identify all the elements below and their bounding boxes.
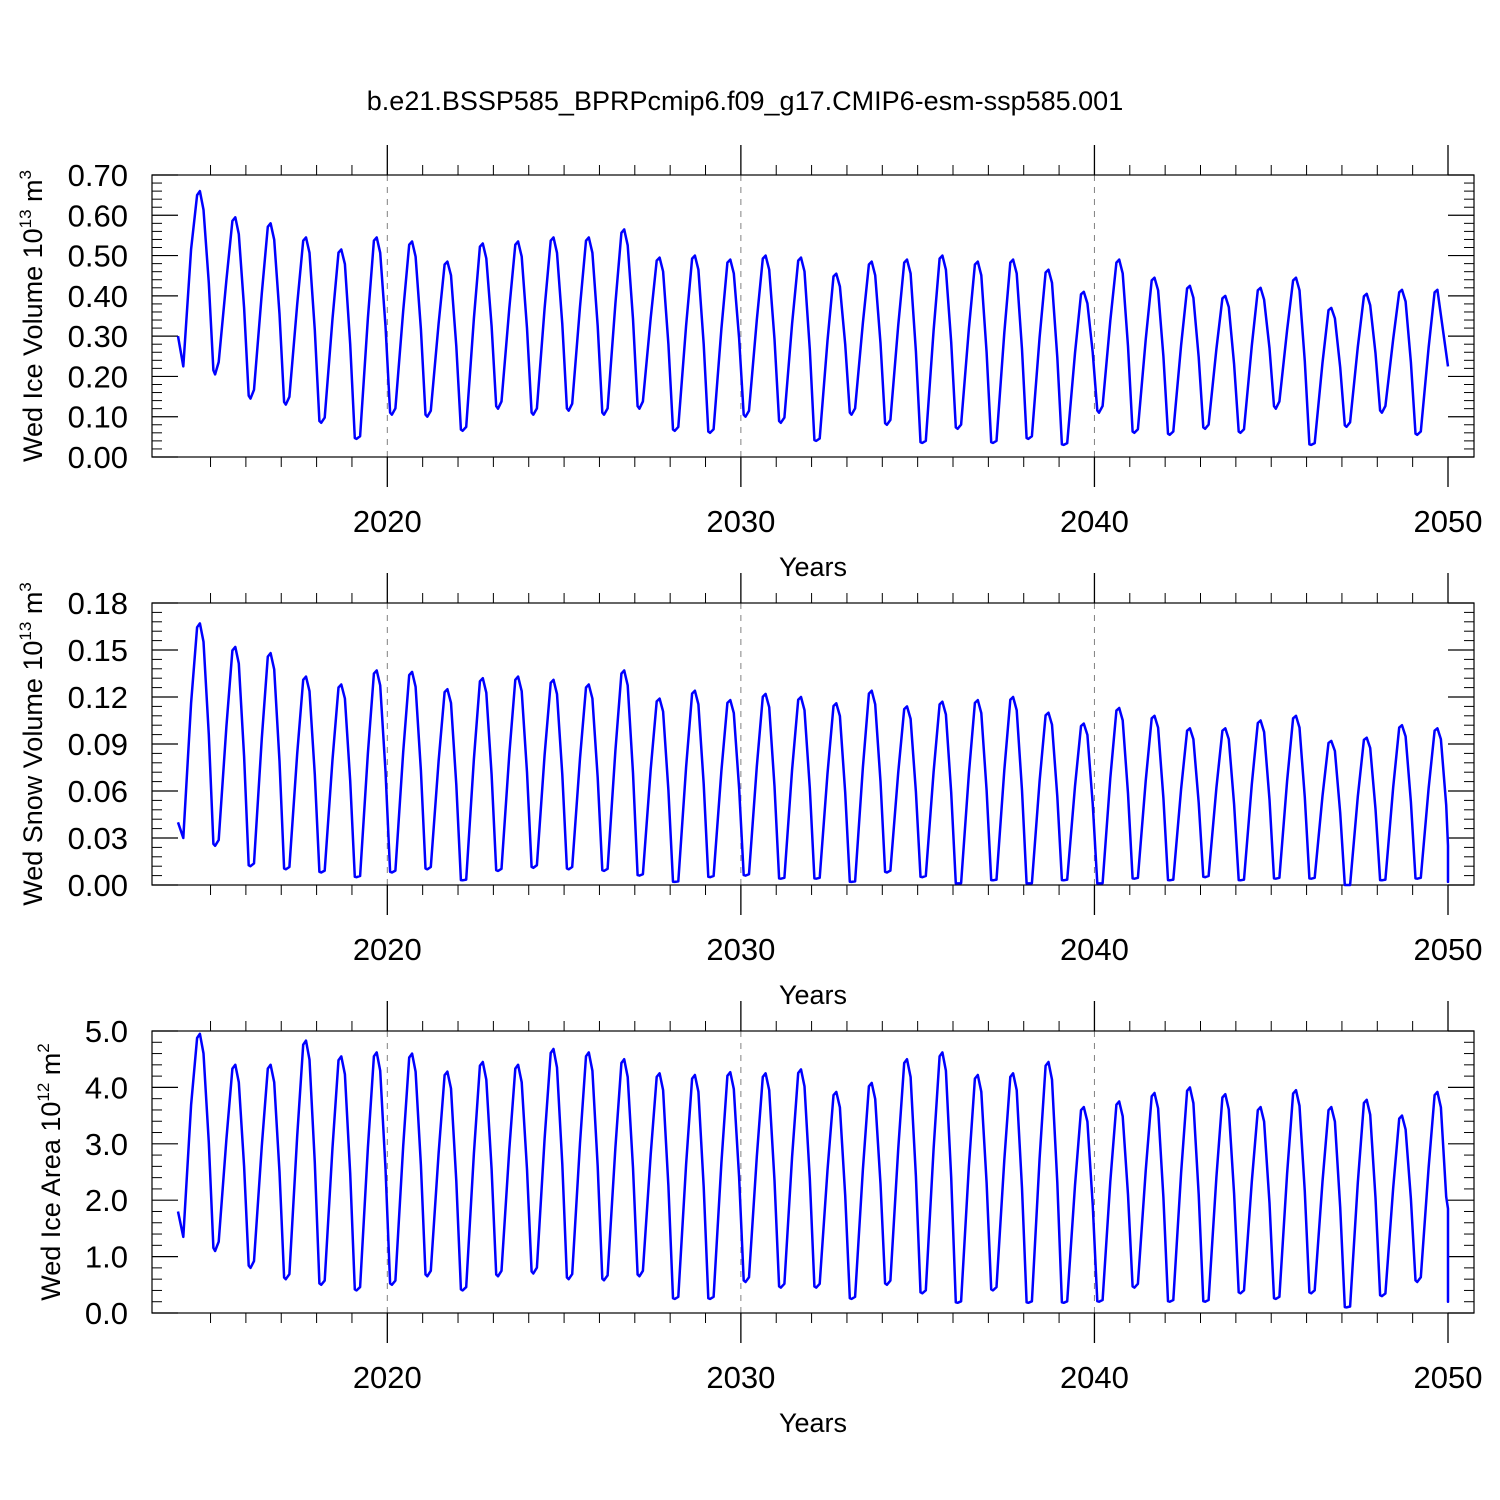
panel-2: 0.00 0.03 0.06 0.09 0.12 0.15 0.18 2020 2030 2040… bbox=[16, 573, 1482, 1010]
y-axis-label: Wed Snow Volume 1013 m3 bbox=[16, 582, 48, 906]
x-tick-label: 2040 bbox=[1060, 932, 1129, 967]
panels: 0.00 0.10 0.20 0.30 0.40 0.50 0.60 0.70 2020 2030… bbox=[16, 145, 1482, 1438]
x-tick-label: 2020 bbox=[353, 504, 422, 539]
y-tick-label: 0.03 bbox=[68, 821, 128, 856]
x-tick-label: 2030 bbox=[706, 1360, 775, 1395]
y-axis-label: Wed Ice Area 1012 m2 bbox=[34, 1043, 66, 1301]
y-tick-label: 0.15 bbox=[68, 633, 128, 668]
y-tick-label: 1.0 bbox=[85, 1240, 128, 1275]
series-line bbox=[176, 1032, 1450, 1309]
panel-1: 0.00 0.10 0.20 0.30 0.40 0.50 0.60 0.70 2020 2030… bbox=[16, 145, 1482, 582]
y-tick-label: 0.06 bbox=[68, 774, 128, 809]
x-tick-label: 2040 bbox=[1060, 504, 1129, 539]
x-axis-label: Years bbox=[779, 980, 847, 1010]
panel-3: 0.0 1.0 2.0 3.0 4.0 5.0 2020 2030 2040 2050 Years W… bbox=[34, 1001, 1482, 1438]
chart-title: b.e21.BSSP585_BPRPcmip6.f09_g17.CMIP6-es… bbox=[367, 86, 1123, 116]
y-tick-label: 0.18 bbox=[68, 586, 128, 621]
x-axis-label: Years bbox=[779, 552, 847, 582]
x-tick-label: 2030 bbox=[706, 504, 775, 539]
x-tick-label: 2030 bbox=[706, 932, 775, 967]
y-tick-label: 0.00 bbox=[68, 868, 128, 903]
y-tick-label: 0.00 bbox=[68, 440, 128, 475]
x-tick-label: 2020 bbox=[353, 932, 422, 967]
series-line bbox=[176, 622, 1450, 887]
series-line bbox=[176, 189, 1450, 447]
plot-frame bbox=[151, 1030, 1475, 1314]
y-tick-label: 0.70 bbox=[68, 158, 128, 193]
x-tick-label: 2040 bbox=[1060, 1360, 1129, 1395]
y-tick-label: 3.0 bbox=[85, 1127, 128, 1162]
plot-frame bbox=[151, 174, 1475, 458]
x-axis-label: Years bbox=[779, 1408, 847, 1438]
y-tick-label: 0.09 bbox=[68, 727, 128, 762]
y-tick-label: 0.60 bbox=[68, 198, 128, 233]
y-tick-label: 0.30 bbox=[68, 319, 128, 354]
x-tick-label: 2020 bbox=[353, 1360, 422, 1395]
x-tick-label: 2050 bbox=[1414, 1360, 1483, 1395]
y-tick-label: 0.50 bbox=[68, 239, 128, 274]
y-tick-label: 0.20 bbox=[68, 359, 128, 394]
x-tick-label: 2050 bbox=[1414, 504, 1483, 539]
y-tick-label: 2.0 bbox=[85, 1183, 128, 1218]
y-tick-label: 0.0 bbox=[85, 1296, 128, 1331]
x-tick-label: 2050 bbox=[1414, 932, 1483, 967]
y-tick-label: 5.0 bbox=[85, 1014, 128, 1049]
y-tick-label: 0.40 bbox=[68, 279, 128, 314]
y-tick-label: 0.10 bbox=[68, 400, 128, 435]
y-tick-label: 0.12 bbox=[68, 680, 128, 715]
y-axis-label: Wed Ice Volume 1013 m3 bbox=[16, 170, 48, 462]
y-tick-label: 4.0 bbox=[85, 1070, 128, 1105]
